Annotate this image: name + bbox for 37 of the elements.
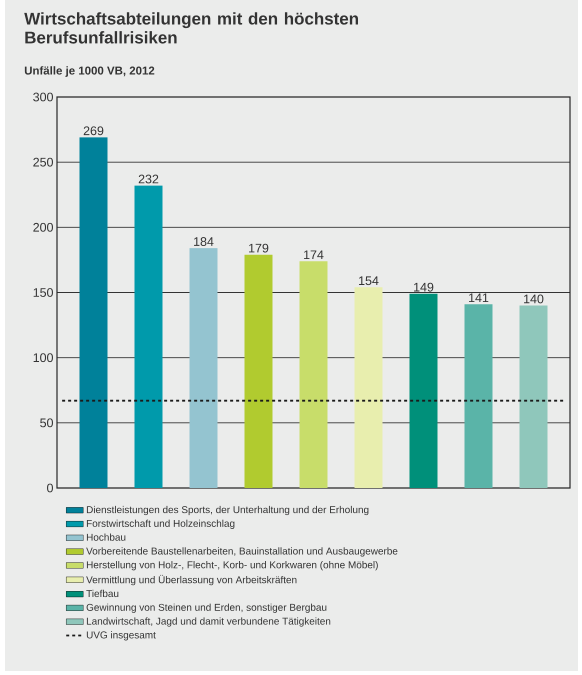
bar bbox=[354, 287, 382, 488]
y-tick-label: 50 bbox=[40, 418, 53, 428]
bar bbox=[244, 254, 272, 488]
legend-label: UVG insgesamt bbox=[86, 631, 156, 640]
legend-label: Landwirtschaft, Jagd und damit verbundene Tätigkeiten bbox=[86, 617, 330, 627]
y-tick-label: 300 bbox=[33, 92, 53, 102]
data-label: 154 bbox=[359, 276, 379, 286]
chart-title: Wirtschaftsabteilungen mit den höchsten Berufsunfallrisiken bbox=[24, 12, 358, 44]
chart-subtitle: Unfälle je 1000 VB, 2012 bbox=[24, 66, 154, 77]
bar bbox=[464, 304, 492, 488]
bar bbox=[300, 261, 328, 488]
data-label: 141 bbox=[469, 293, 488, 302]
data-label: 140 bbox=[524, 294, 544, 304]
y-tick-label: 200 bbox=[33, 222, 53, 232]
data-label: 269 bbox=[84, 126, 104, 136]
data-label: 179 bbox=[249, 244, 268, 252]
legend-label: Hochbau bbox=[86, 533, 126, 541]
y-tick-label: 100 bbox=[34, 353, 53, 362]
bar bbox=[410, 294, 438, 488]
data-label: 149 bbox=[414, 282, 434, 292]
bar bbox=[520, 306, 548, 488]
bar bbox=[134, 186, 162, 488]
y-tick-label: 0 bbox=[47, 484, 53, 492]
y-tick-label: 150 bbox=[34, 288, 53, 297]
legend-label: Vermittlung und Überlassung von Arbeitskräften bbox=[86, 574, 296, 586]
legend-label: Herstellung von Holz-, Flecht-, Korb- und Korkwaren (ohne Möbel) bbox=[86, 561, 378, 570]
bar bbox=[80, 137, 108, 488]
legend-label: Vorbereitende Baustellenarbeiten, Bauinstallation und Ausbaugewerbe bbox=[86, 547, 398, 557]
legend-label: Forstwirtschaft und Holzeinschlag bbox=[86, 520, 234, 529]
data-label: 174 bbox=[304, 250, 324, 260]
legend-label: Tiefbau bbox=[86, 590, 118, 598]
legend-label: Gewinnung von Steinen und Erden, sonstiger Bergbau bbox=[86, 604, 326, 613]
data-label: 232 bbox=[138, 174, 158, 184]
bar bbox=[190, 248, 218, 488]
data-label: 184 bbox=[194, 237, 214, 246]
legend-label: Dienstleistungen des Sports, der Unterhaltung und der Erholung bbox=[86, 506, 368, 516]
y-tick-label: 250 bbox=[33, 158, 53, 167]
